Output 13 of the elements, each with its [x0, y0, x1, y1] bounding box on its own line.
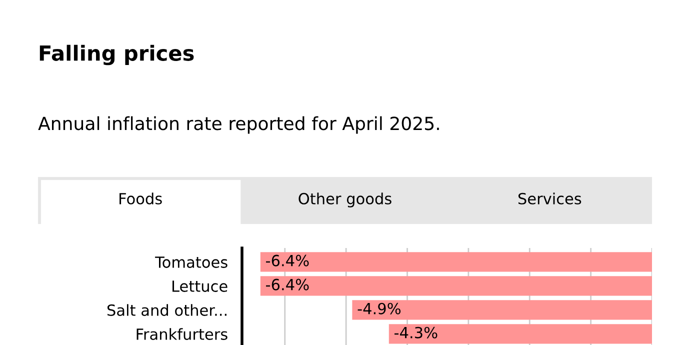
text: Other goods — [298, 192, 392, 208]
text: Foods — [120, 192, 162, 204]
chart-title: Falling prices — [40, 44, 194, 66]
data-label: -4.3% — [394, 326, 438, 338]
y-tick-label: Frankfurters — [136, 328, 228, 340]
y-tick-label: Tomatoes — [155, 256, 228, 268]
y-tick-label: Salt and other... — [107, 304, 226, 316]
data-label: -6.4% — [266, 278, 309, 290]
data-label: -4.9% — [358, 302, 401, 314]
text: Services — [518, 192, 582, 204]
data-label: -6.4% — [266, 254, 309, 266]
chart-subtitle: Annual inflation rate reported for April 2025. — [38, 116, 439, 134]
y-tick-label: Lettuce — [172, 280, 228, 292]
